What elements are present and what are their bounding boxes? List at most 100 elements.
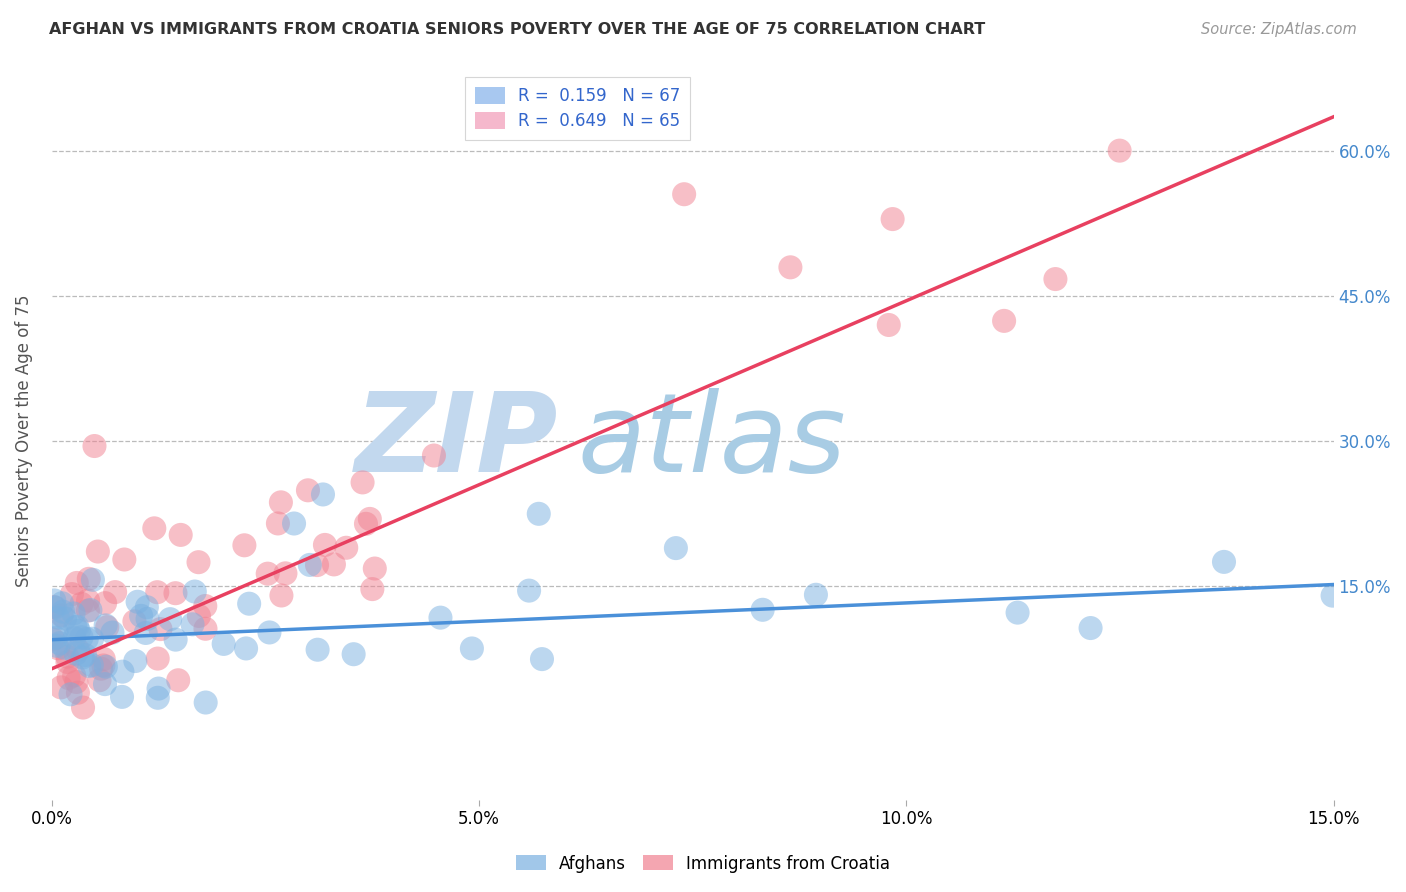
Point xyxy=(238,597,260,611)
Point xyxy=(94,677,117,691)
Point xyxy=(665,541,688,555)
Point xyxy=(165,632,187,647)
Point xyxy=(82,573,104,587)
Point xyxy=(274,566,297,581)
Point xyxy=(87,544,110,558)
Point xyxy=(159,612,181,626)
Point xyxy=(124,654,146,668)
Point xyxy=(44,600,66,615)
Point xyxy=(104,585,127,599)
Point xyxy=(93,652,115,666)
Point xyxy=(184,584,207,599)
Point xyxy=(1213,555,1236,569)
Y-axis label: Seniors Poverty Over the Age of 75: Seniors Poverty Over the Age of 75 xyxy=(15,295,32,588)
Point xyxy=(165,586,187,600)
Point xyxy=(187,555,209,569)
Point xyxy=(335,541,357,555)
Point xyxy=(146,690,169,705)
Point xyxy=(233,538,256,552)
Point xyxy=(361,582,384,596)
Point xyxy=(46,641,69,656)
Point xyxy=(297,483,319,498)
Point xyxy=(45,631,67,645)
Point xyxy=(67,624,90,638)
Point xyxy=(343,647,366,661)
Point xyxy=(305,558,328,572)
Point xyxy=(45,639,67,653)
Point xyxy=(259,625,281,640)
Point xyxy=(56,649,79,664)
Point xyxy=(283,516,305,531)
Point xyxy=(530,652,553,666)
Point xyxy=(256,566,278,581)
Point xyxy=(70,630,93,644)
Point xyxy=(354,516,377,531)
Point xyxy=(429,610,451,624)
Point xyxy=(143,521,166,535)
Point xyxy=(135,600,157,615)
Point xyxy=(307,642,329,657)
Point xyxy=(79,659,101,673)
Text: AFGHAN VS IMMIGRANTS FROM CROATIA SENIORS POVERTY OVER THE AGE OF 75 CORRELATION: AFGHAN VS IMMIGRANTS FROM CROATIA SENIOR… xyxy=(49,22,986,37)
Point xyxy=(77,604,100,618)
Point xyxy=(66,643,89,657)
Point xyxy=(364,561,387,575)
Point xyxy=(146,651,169,665)
Point xyxy=(1007,606,1029,620)
Point xyxy=(423,449,446,463)
Point xyxy=(65,620,87,634)
Point xyxy=(270,589,292,603)
Point xyxy=(1322,589,1344,603)
Point xyxy=(94,618,117,632)
Point xyxy=(235,641,257,656)
Point xyxy=(94,596,117,610)
Point xyxy=(298,558,321,572)
Point xyxy=(42,599,65,614)
Point xyxy=(1108,144,1130,158)
Point xyxy=(170,528,193,542)
Point xyxy=(359,512,381,526)
Point xyxy=(779,260,801,275)
Point xyxy=(112,552,135,566)
Point xyxy=(77,572,100,586)
Point xyxy=(59,687,82,701)
Point xyxy=(322,558,344,572)
Point xyxy=(194,696,217,710)
Point xyxy=(314,538,336,552)
Point xyxy=(135,626,157,640)
Point xyxy=(80,658,103,673)
Point xyxy=(527,507,550,521)
Point xyxy=(66,576,89,591)
Point xyxy=(804,588,827,602)
Point xyxy=(148,681,170,696)
Point xyxy=(94,659,117,673)
Point xyxy=(75,648,97,662)
Point xyxy=(77,593,100,607)
Point xyxy=(44,593,66,607)
Point xyxy=(194,622,217,636)
Point xyxy=(63,631,86,645)
Point xyxy=(51,608,73,623)
Legend: Afghans, Immigrants from Croatia: Afghans, Immigrants from Croatia xyxy=(509,848,897,880)
Point xyxy=(65,647,87,661)
Point xyxy=(70,597,93,611)
Point xyxy=(96,620,118,634)
Point xyxy=(212,637,235,651)
Point xyxy=(42,632,65,647)
Point xyxy=(127,595,149,609)
Point xyxy=(58,671,80,685)
Text: ZIP: ZIP xyxy=(354,388,558,495)
Point xyxy=(181,617,204,632)
Point xyxy=(111,690,134,704)
Point xyxy=(673,187,696,202)
Point xyxy=(461,641,484,656)
Point xyxy=(751,603,773,617)
Point xyxy=(80,632,103,646)
Point xyxy=(53,611,76,625)
Point xyxy=(52,605,75,619)
Point xyxy=(882,212,904,227)
Point xyxy=(51,596,73,610)
Point xyxy=(101,625,124,640)
Point xyxy=(62,607,84,621)
Point xyxy=(46,610,69,624)
